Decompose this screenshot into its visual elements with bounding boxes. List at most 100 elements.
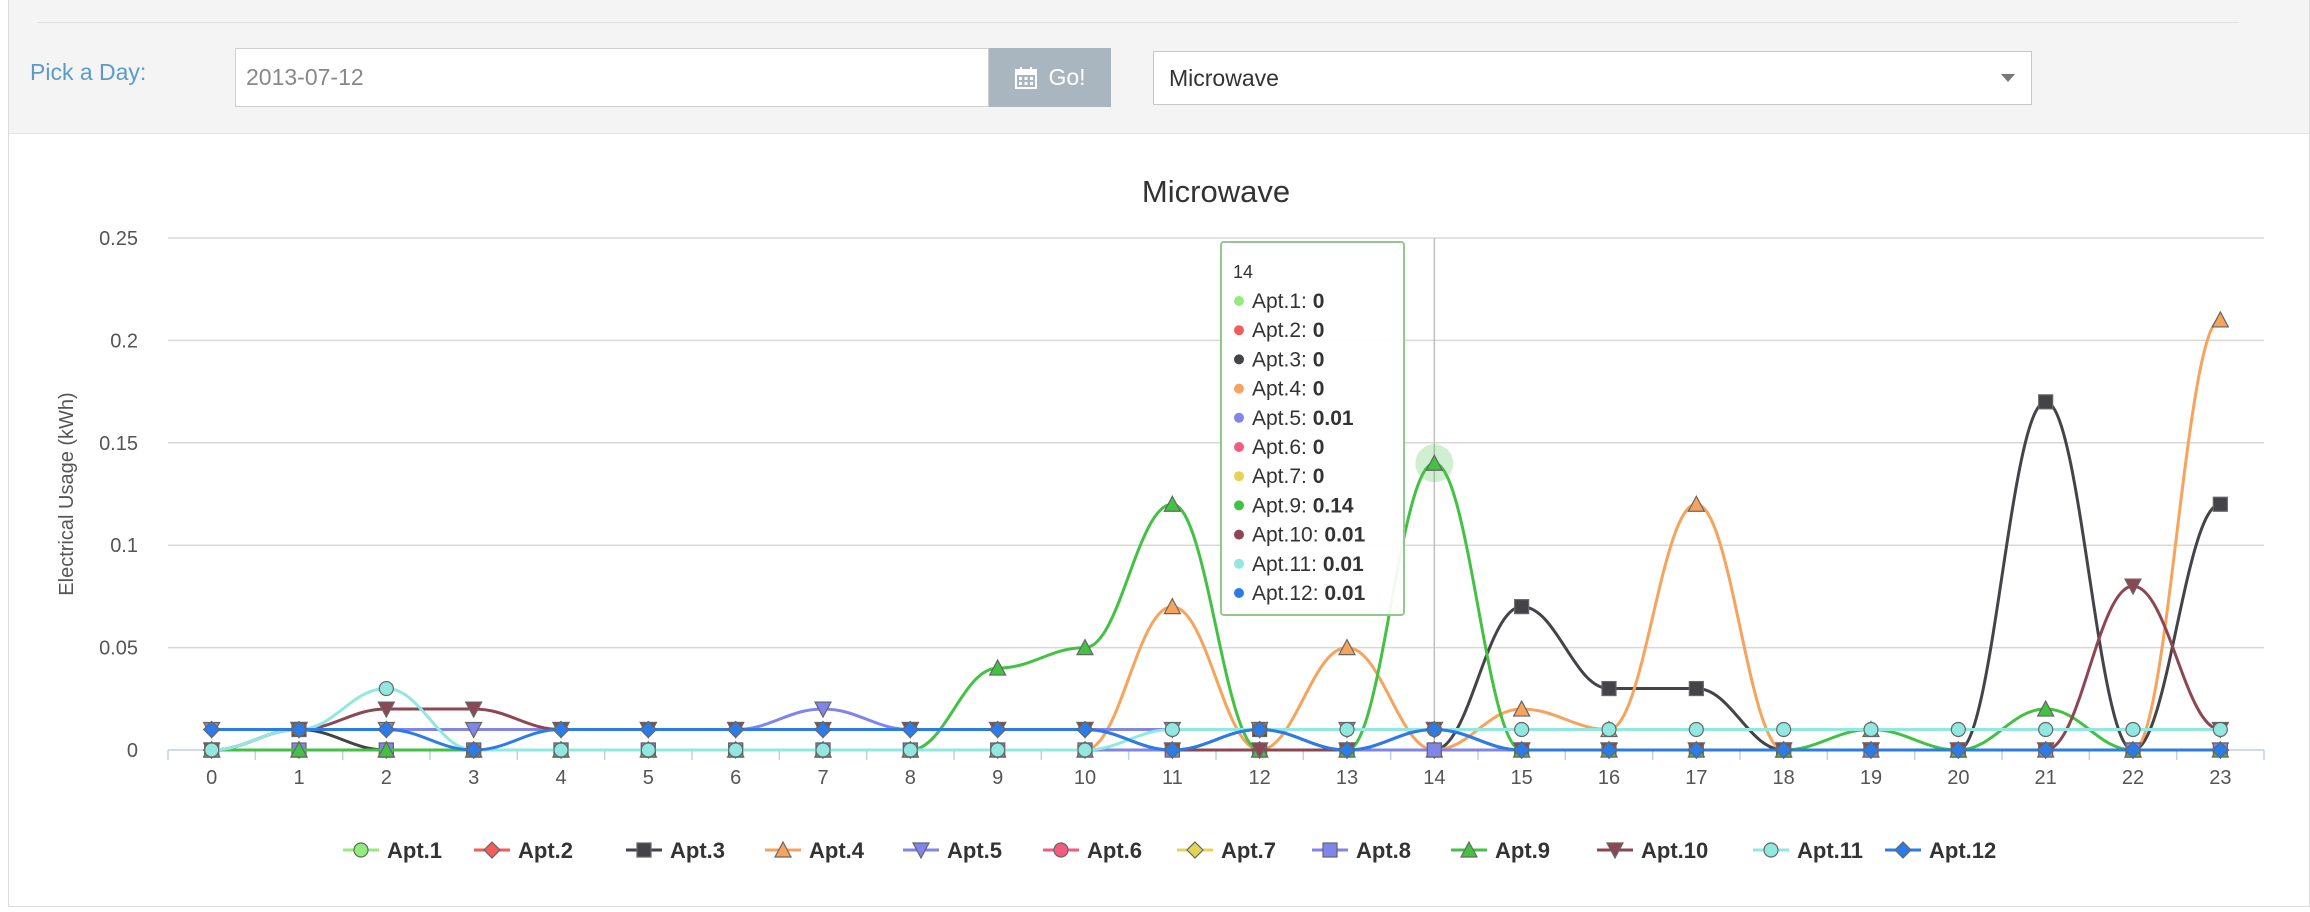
legend-symbol (1606, 842, 1624, 860)
tooltip-entry: Apt.2: 0 (1252, 319, 1324, 342)
legend-symbol (483, 841, 501, 859)
legend-symbol (1460, 840, 1478, 858)
legend-item: Apt.9 (1451, 838, 1550, 863)
data-point (1600, 741, 1618, 759)
data-point (2211, 741, 2230, 759)
data-point (464, 741, 483, 759)
data-point (2038, 394, 2054, 410)
go-button[interactable]: Go! (989, 48, 1111, 107)
x-tick-label: 17 (1685, 767, 1707, 789)
data-point (1338, 741, 1356, 759)
tooltip-entry: Apt.5: 0.01 (1252, 407, 1354, 430)
tooltip-dot (1234, 500, 1244, 511)
data-point (1862, 741, 1880, 759)
legend-symbol (774, 840, 792, 858)
data-point (2124, 741, 2142, 759)
data-point (202, 720, 221, 739)
legend-item: Apt.6 (1043, 838, 1142, 863)
legend-label: Apt.2 (518, 838, 573, 863)
tooltip-entry: Apt.7: 0 (1252, 465, 1324, 488)
legend-item: Apt.2 (474, 838, 573, 863)
chevron-down-icon (2001, 74, 2015, 82)
x-tick-label: 2 (381, 767, 392, 789)
data-point (1339, 721, 1355, 738)
series-apt11 (204, 680, 2228, 758)
data-point (2124, 578, 2142, 596)
x-tick-label: 3 (468, 767, 479, 789)
x-tick-label: 16 (1598, 767, 1620, 789)
data-point (728, 742, 744, 758)
tooltip-entry: Apt.12: 0.01 (1252, 582, 1366, 605)
legend-label: Apt.3 (670, 838, 725, 863)
legend-item: Apt.8 (1312, 838, 1411, 863)
tooltip-entry: Apt.11: 0.01 (1252, 553, 1364, 576)
data-point (1163, 494, 1182, 512)
legend-symbol (636, 842, 652, 858)
data-point (2125, 721, 2141, 738)
data-point (640, 742, 656, 758)
tooltip-entry: Apt.4: 0 (1252, 378, 1324, 401)
chart-title: Microwave (1142, 174, 1290, 209)
x-tick-label: 10 (1074, 767, 1096, 789)
data-point (1949, 741, 1968, 759)
data-point (1425, 720, 1444, 739)
legend-label: Apt.7 (1221, 838, 1276, 863)
series-line (211, 461, 2221, 752)
data-point (1950, 721, 1966, 738)
series-line (211, 728, 2221, 752)
data-point (814, 701, 832, 719)
data-point (377, 740, 396, 758)
data-point (1163, 597, 1182, 615)
legend-symbol (1322, 842, 1338, 858)
data-point (553, 742, 569, 758)
legend-label: Apt.12 (1929, 838, 1996, 863)
data-point (2038, 721, 2054, 738)
date-input[interactable] (235, 48, 989, 107)
data-point (1338, 638, 1356, 656)
data-point (990, 742, 1006, 758)
data-point (1250, 742, 1269, 760)
data-point (464, 721, 483, 739)
series-apt9 (202, 454, 2230, 758)
y-axis-label: Electrical Usage (kWh) (56, 392, 78, 595)
tooltip-header: 14 (1233, 262, 1253, 282)
data-point (1425, 454, 1444, 471)
tooltip-dot (1234, 442, 1244, 452)
series-apt12 (202, 720, 2230, 759)
data-point (639, 720, 658, 739)
appliance-select[interactable]: Microwave (1153, 51, 2032, 105)
data-point (988, 658, 1007, 676)
tooltip-dot (1234, 412, 1244, 423)
series-apt10 (202, 578, 2230, 760)
series-line (211, 584, 2221, 752)
data-point (1426, 742, 1442, 758)
y-tick-label: 0.25 (99, 228, 138, 250)
data-point (1512, 699, 1531, 717)
tooltip-dot (1234, 588, 1244, 598)
x-tick-label: 18 (1773, 767, 1795, 789)
series-apt4 (202, 310, 2230, 758)
data-point (814, 720, 832, 739)
data-point (1601, 680, 1617, 697)
tooltip-dot (1234, 354, 1244, 365)
x-tick-label: 15 (1511, 767, 1533, 789)
data-point (204, 742, 220, 758)
tooltip-dot (1234, 471, 1244, 482)
tooltip-dot (1234, 296, 1244, 306)
data-point (1514, 599, 1530, 615)
appliance-select-value: Microwave (1169, 64, 1279, 91)
x-tick-label: 22 (2122, 767, 2144, 789)
x-tick-label: 21 (2035, 767, 2057, 789)
data-point (1076, 720, 1094, 739)
data-point (1687, 494, 1706, 512)
series-line (211, 400, 2221, 752)
data-point (902, 742, 918, 758)
series-line (211, 318, 2221, 752)
legend-label: Apt.1 (387, 838, 442, 863)
tooltip-box (1220, 241, 1405, 616)
y-tick-label: 0.1 (110, 535, 138, 557)
tooltip-dot (1234, 383, 1244, 394)
data-point (1163, 741, 1182, 759)
x-tick-label: 8 (905, 767, 916, 789)
